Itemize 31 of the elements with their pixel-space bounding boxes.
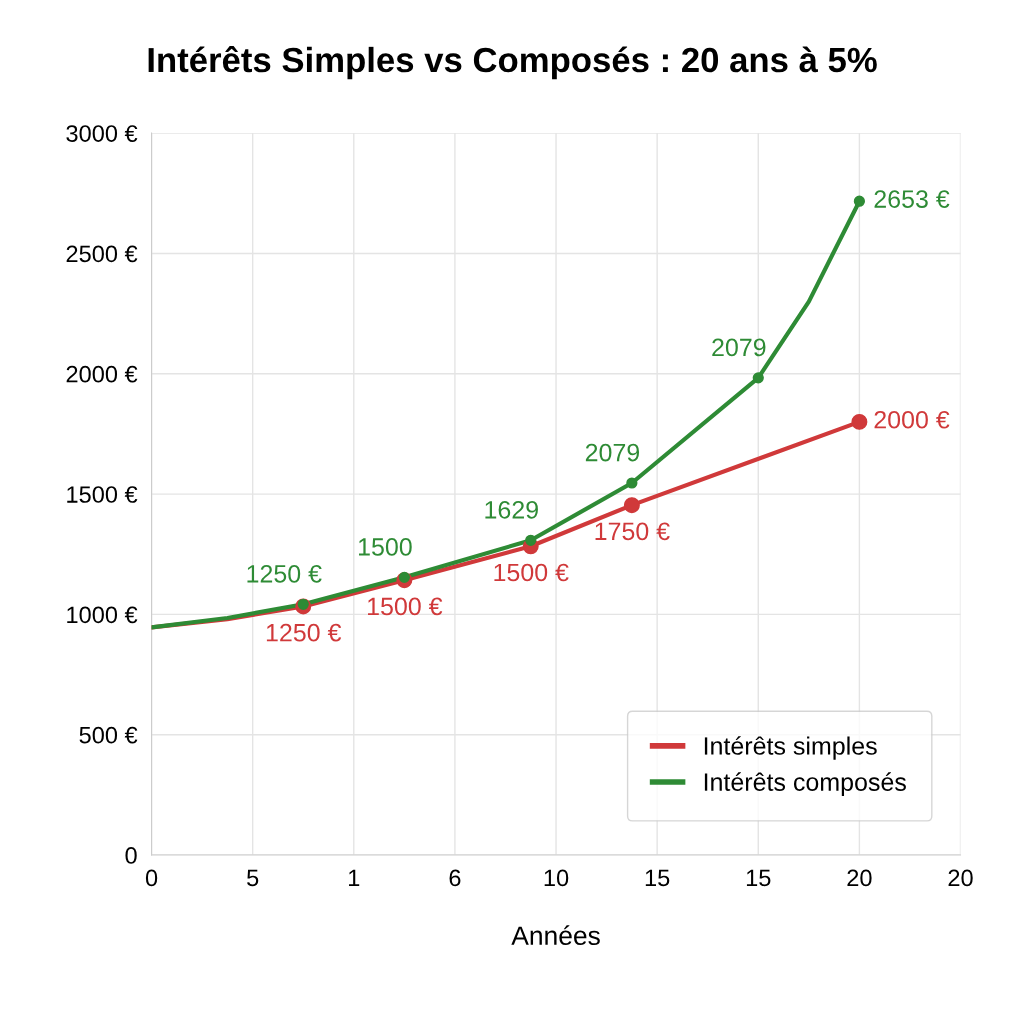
x-tick-label: 6 bbox=[449, 869, 461, 887]
x-tick-label: 0 bbox=[145, 869, 158, 887]
y-tick-label: 2500 € bbox=[66, 245, 138, 263]
x-tick-label: 10 bbox=[544, 869, 569, 887]
y-tick-label: 1000 € bbox=[67, 606, 138, 624]
legend-label: Intérêts composés bbox=[704, 772, 906, 796]
y-tick-label: 0 bbox=[125, 847, 137, 864]
legend-label: Intérêts simples bbox=[704, 736, 877, 760]
annotation: 1629 bbox=[485, 500, 538, 519]
annotation: 1750 € bbox=[595, 522, 670, 541]
y-tick-label: 1500 € bbox=[67, 486, 138, 503]
annotation: 2653 € bbox=[874, 190, 950, 208]
x-tick-label: 1 bbox=[349, 869, 360, 887]
x-tick-label: 20 bbox=[847, 869, 872, 887]
annotation: 2000 € bbox=[874, 410, 950, 429]
annotation: 1500 € bbox=[368, 597, 443, 616]
y-tick-label: 2000 € bbox=[66, 365, 138, 383]
annotation: 1500 bbox=[359, 538, 412, 556]
annotation: 1250 € bbox=[247, 564, 322, 583]
annotation: 1500 € bbox=[494, 563, 569, 582]
y-tick-label: 500 € bbox=[79, 726, 138, 744]
annotation: 1250 € bbox=[266, 623, 342, 642]
x-tick-label: 20 bbox=[948, 869, 973, 887]
x-tick-label: 5 bbox=[247, 869, 259, 887]
annotation: 2079 bbox=[585, 443, 640, 462]
annotation: 2079 bbox=[712, 338, 766, 357]
y-tick-label: 3000 € bbox=[66, 125, 138, 142]
x-tick-label: 15 bbox=[645, 869, 670, 887]
x-axis-title: Années bbox=[511, 925, 600, 946]
chart-title: Intérêts Simples vs Composés : 20 ans à 5% bbox=[148, 46, 877, 80]
x-tick-label: 15 bbox=[746, 869, 771, 887]
